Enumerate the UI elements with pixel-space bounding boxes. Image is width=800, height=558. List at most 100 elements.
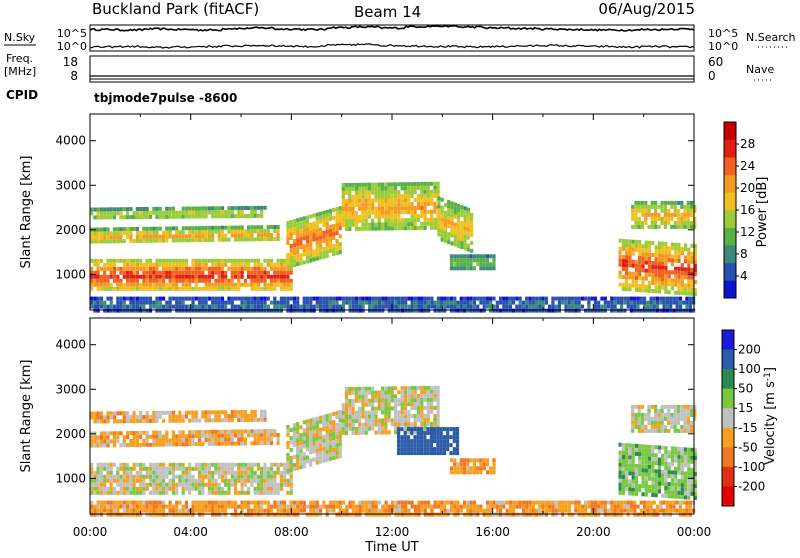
velocity-echo-cell [632, 488, 635, 492]
cpid-text: tbjmode7pulse -8600 [94, 91, 237, 105]
velocity-echo-cell [306, 443, 309, 447]
velocity-echo-cell [283, 471, 286, 475]
power-echo-cell [361, 227, 364, 231]
power-echo-cell [326, 309, 329, 313]
velocity-echo-cell [316, 461, 319, 465]
power-echo-cell [142, 309, 145, 313]
velocity-echo-cell [142, 467, 145, 471]
power-echo-cell [136, 305, 139, 309]
velocity-echo-cell [123, 435, 126, 439]
power-echo-cell [684, 271, 687, 275]
power-echo-cell [463, 309, 466, 313]
nave-right-tick-top: 60 [708, 55, 723, 69]
power-echo-cell [646, 309, 649, 313]
velocity-echo-cell [453, 458, 456, 462]
velocity-echo-cell [687, 488, 690, 492]
power-echo-cell [208, 234, 211, 238]
power-echo-cell [227, 287, 230, 291]
power-echo-cell [293, 251, 296, 255]
power-echo-cell [631, 205, 634, 209]
power-echo-cell [195, 238, 198, 242]
velocity-echo-cell [417, 427, 420, 431]
velocity-echo-cell [241, 471, 244, 475]
power-echo-cell [365, 187, 368, 191]
power-echo-cell [417, 202, 420, 206]
power-echo-cell [188, 275, 191, 279]
velocity-echo-cell [244, 501, 247, 505]
velocity-echo-cell [398, 509, 401, 513]
velocity-echo-cell [414, 386, 417, 390]
power-echo-cell [535, 297, 538, 301]
velocity-echo-cell [169, 487, 172, 491]
power-echo-cell [93, 240, 96, 244]
power-echo-cell [384, 183, 387, 187]
velocity-echo-cell [296, 434, 299, 438]
power-echo-cell [198, 259, 201, 263]
velocity-echo-cell [410, 402, 413, 406]
power-echo-cell [460, 241, 463, 245]
velocity-echo-cell [597, 513, 600, 517]
velocity-echo-cell [397, 422, 400, 426]
power-echo-cell [231, 210, 234, 214]
power-echo-cell [434, 301, 437, 305]
velocity-echo-cell [667, 417, 670, 421]
power-echo-cell [260, 309, 263, 313]
velocity-echo-cell [214, 414, 217, 418]
velocity-echo-cell [391, 505, 394, 509]
power-echo-cell [162, 215, 165, 219]
velocity-echo-cell [182, 475, 185, 479]
power-echo-cell [103, 309, 106, 313]
power-echo-cell [414, 222, 417, 226]
power-echo-cell [254, 267, 257, 271]
power-echo-cell [355, 187, 358, 191]
power-colorbar-tick-label-4: 20 [740, 181, 755, 195]
power-echo-cell [172, 267, 175, 271]
velocity-echo-cell [384, 395, 387, 399]
velocity-echo-cell [443, 443, 446, 447]
power-echo-cell [689, 309, 692, 313]
power-echo-cell [658, 290, 661, 294]
power-echo-cell [273, 275, 276, 279]
power-echo-cell [103, 305, 106, 309]
power-echo-cell [106, 287, 109, 291]
velocity-echo-cell [123, 415, 126, 419]
velocity-echo-cell [619, 483, 622, 487]
power-echo-cell [538, 297, 541, 301]
power-echo-cell [191, 309, 194, 313]
power-echo-band-2 [90, 206, 267, 220]
power-echo-cell [273, 229, 276, 233]
power-echo-cell [195, 207, 198, 211]
velocity-echo-cell [208, 438, 211, 442]
power-echo-cell [466, 301, 469, 305]
power-echo-cell [664, 278, 667, 282]
velocity-echo-cell [123, 501, 126, 505]
power-echo-cell [664, 286, 667, 290]
power-echo-cell [126, 287, 129, 291]
power-echo-cell [548, 309, 551, 313]
velocity-echo-cell [159, 509, 162, 513]
velocity-echo-cell [683, 421, 686, 425]
velocity-echo-cell [368, 419, 371, 423]
velocity-echo-cell [486, 505, 489, 509]
power-echo-cell [568, 297, 571, 301]
power-echo-cell [100, 207, 103, 211]
velocity-echo-cell [496, 505, 499, 509]
power-echo-cell [401, 210, 404, 214]
power-echo-cell [339, 214, 342, 218]
velocity-echo-cell [655, 457, 658, 461]
power-echo-cell [656, 305, 659, 309]
velocity-echo-cell [677, 413, 680, 417]
power-echo-cell [384, 199, 387, 203]
velocity-echo-cell [110, 501, 113, 505]
power-echo-cell [136, 263, 139, 267]
power-echo-cell [447, 212, 450, 216]
velocity-echo-cell [648, 469, 651, 473]
velocity-echo-cell [237, 418, 240, 422]
power-echo-cell [182, 226, 185, 230]
power-echo-cell [677, 271, 680, 275]
velocity-echo-cell [250, 467, 253, 471]
power-echo-cell [296, 297, 299, 301]
power-echo-cell [244, 279, 247, 283]
velocity-echo-cell [371, 513, 374, 517]
power-echo-cell [454, 235, 457, 239]
